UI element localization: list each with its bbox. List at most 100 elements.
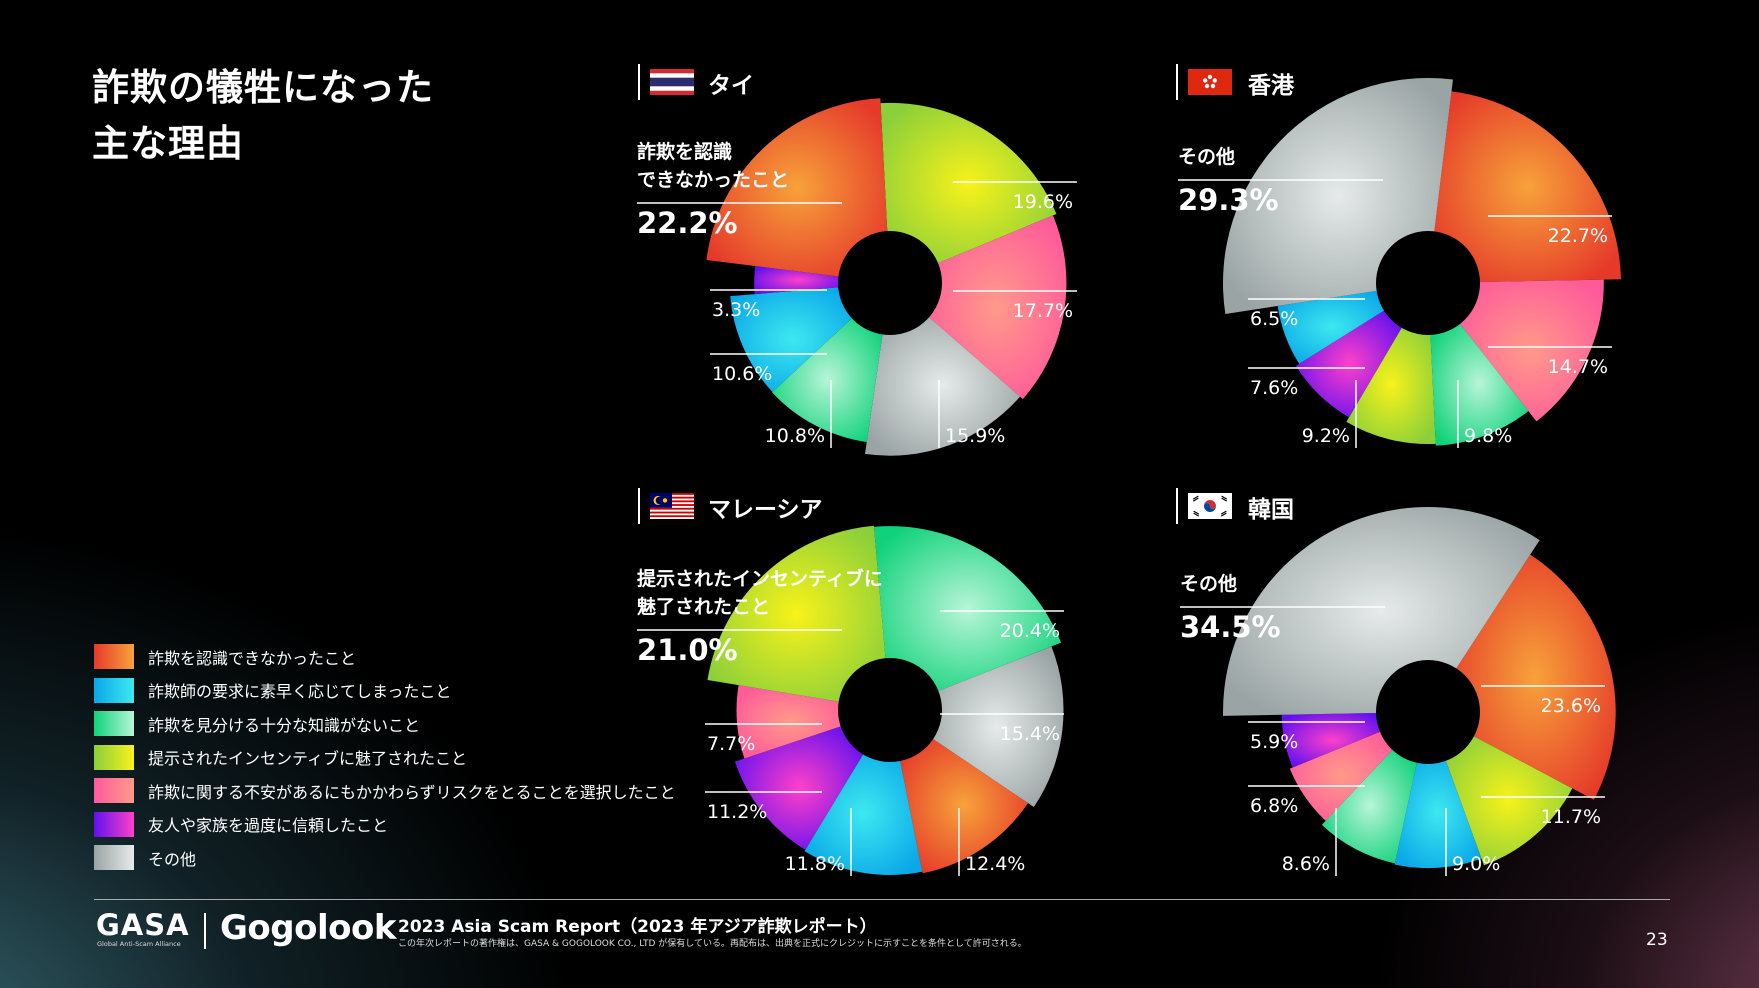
data-label: 11.8% [785,853,845,875]
pie-slice [1223,507,1540,716]
legend-item: 詐欺に関する不安があるにもかかわらずリスクをとることを選択したこと [94,774,676,808]
data-label: 19.6% [1013,191,1073,213]
pie-slice [1295,308,1404,418]
pie-slice [1223,77,1453,314]
hong-kong-flag-icon [1188,69,1232,95]
data-label: 14.7% [1548,356,1608,378]
gogolook-logo: Gogolook [220,908,396,948]
page-number: 23 [1646,930,1668,950]
legend-label: 友人や家族を過度に信頼したこと [148,816,389,836]
pie-slice [1281,712,1384,768]
pie-center-hole [838,231,942,335]
copyright-notice: この年次レポートの著作権は、GASA & GOGOLOOK CO., LTD が… [398,939,1027,949]
pie-slice [1454,554,1616,800]
country-label-malaysia: マレーシア [708,497,823,523]
pie-slice [880,102,1057,265]
pie-chart-2: 12.4% 11.8% 20.4% 提示されたインセンティブに魅了されたこと 21.0%… [637,525,1064,876]
legend-label: 詐欺を認識できなかったこと [148,648,357,668]
data-label: 20.4% [1000,620,1060,642]
data-label: 23.6% [1541,695,1601,717]
pie-chart-1: 22.7% 6.5% 9.8% 9.2% 14.7% 7.6% その他 29.3% [1178,77,1621,448]
data-label: 8.6% [1282,853,1330,875]
data-label: 5.9% [1250,731,1298,753]
pie-slice [804,751,923,875]
legend-swatch [94,744,134,770]
pie-slice [1457,279,1604,422]
legend-swatch [94,811,134,837]
footer-divider [94,899,1670,900]
data-label: 10.8% [765,425,825,447]
legend-item: その他 [94,841,676,875]
country-divider [638,64,640,100]
legend-item: 詐欺を認識できなかったこと [94,640,676,674]
data-label: 11.2% [707,801,767,823]
pie-chart-0: 詐欺を認識できなかったこと 22.2% 10.6% 10.8% 19.6% 17.7% 3.… [637,98,1077,456]
highlight-label: その他 [1178,145,1235,168]
highlight-label: 魅了されたこと [637,595,770,618]
data-label: 22.7% [1548,225,1608,247]
country-label-hongkong: 香港 [1248,73,1294,99]
legend-label: その他 [148,849,197,869]
legend-swatch [94,677,134,703]
data-label: 7.7% [707,733,755,755]
pie-slice [864,314,1021,456]
pie-center-hole [1376,231,1480,335]
data-label: 22.2% [637,206,738,240]
pie-slice [706,98,888,278]
logo-separator [204,913,206,949]
page-title: 詐欺の犠牲になった 主な理由 [92,60,434,172]
highlight-label: できなかったこと [637,169,789,191]
pie-slice [926,215,1067,400]
malaysia-flag-icon [650,493,694,519]
pie-slice [1321,746,1418,864]
legend-swatch [94,644,134,670]
legend: 詐欺を認識できなかったこと 詐欺師の要求に素早く応じてしまったこと 詐欺を見分ける十… [94,640,676,875]
pie-slice [736,685,845,759]
country-label-thailand: タイ [708,73,754,99]
data-label: 3.3% [712,299,760,321]
legend-item: 提示されたインセンティブに魅了されたこと [94,741,676,775]
pie-slice [1444,734,1573,866]
pie-slice [772,315,884,443]
pie-slice [929,646,1064,808]
legend-label: 提示されたインセンティブに魅了されたこと [148,749,468,769]
title-line-1: 詐欺の犠牲になった [92,66,434,109]
pie-slice [1289,730,1396,821]
legend-swatch [94,711,134,737]
data-label: 9.0% [1452,853,1500,875]
data-label: 6.5% [1250,308,1298,330]
legend-item: 詐欺を見分ける十分な知識がないこと [94,707,676,741]
report-title: 2023 Asia Scam Report（2023 年アジア詐欺レポート） [398,917,877,937]
data-label: 17.7% [1013,300,1073,322]
data-label: 15.9% [945,425,1005,447]
gasa-logo-subtitle: Global Anti-Scam Alliance [97,940,181,948]
pie-slice [1433,91,1621,283]
highlight-label: 詐欺を認識 [637,140,732,163]
highlight-label: その他 [1180,572,1237,595]
data-label: 12.4% [965,853,1025,875]
legend-item: 友人や家族を過度に信頼したこと [94,808,676,842]
data-label: 10.6% [712,363,772,385]
data-label: 7.6% [1250,377,1298,399]
legend-label: 詐欺を見分ける十分な知識がないこと [148,715,421,735]
data-label: 9.2% [1302,425,1350,447]
pie-slice [734,725,866,850]
data-label: 9.8% [1464,425,1512,447]
pie-slice [1394,757,1482,869]
legend-label: 詐欺に関する不安があるにもかかわらずリスクをとることを選択したこと [148,782,676,802]
data-label: 29.3% [1178,183,1279,217]
country-divider [1176,488,1178,524]
pie-slice [899,736,1028,874]
pie-center-hole [838,658,942,762]
gasa-logo: GASA [96,908,190,942]
pie-slice [1430,320,1529,446]
thailand-flag-icon [650,69,694,95]
data-label: 6.8% [1250,795,1298,817]
legend-swatch [94,778,134,804]
country-divider [1176,64,1178,100]
pie-slice [730,286,855,392]
country-label-korea: 韓国 [1248,497,1294,523]
pie-slice [873,526,1062,693]
pie-slice [1346,324,1436,445]
